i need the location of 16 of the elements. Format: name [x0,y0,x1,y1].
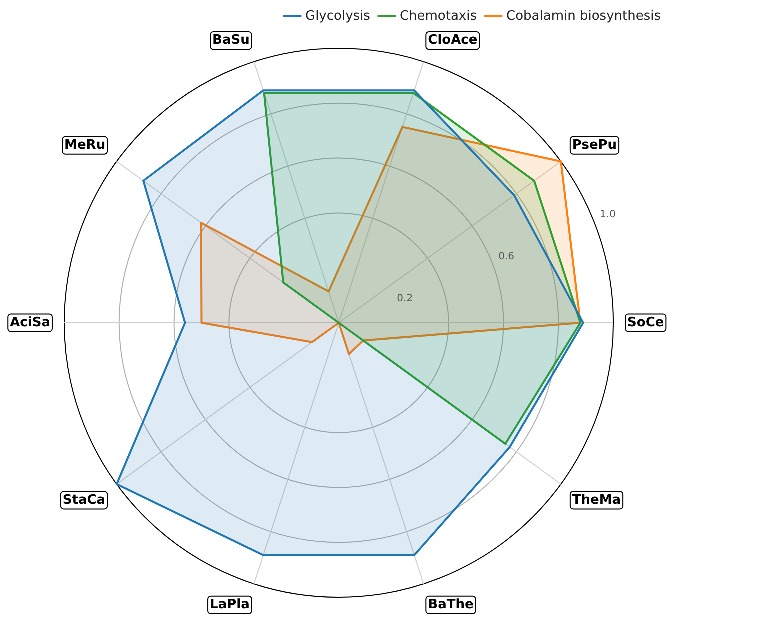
y-tick-label: 0.2 [397,294,414,305]
legend-label: Cobalamin biosynthesis [506,8,662,24]
spoke-label: LaPla [210,598,250,613]
spoke-label: BaThe [428,598,474,613]
legend-label: Chemotaxis [400,8,478,24]
y-tick-label: 1.0 [600,209,616,220]
spoke-label: MeRu [64,138,106,153]
spoke-label: PsePu [572,138,618,153]
legend-label: Glycolysis [305,8,371,24]
spoke-label: AciSa [10,315,50,330]
spoke-label: TheMa [572,492,622,508]
spoke-label: SoCe [628,315,664,330]
spoke-label: BaSu [212,33,250,48]
spoke-label: StaCa [62,492,106,508]
spoke-label: CloAce [428,33,478,48]
y-tick-label: 0.6 [498,252,515,262]
